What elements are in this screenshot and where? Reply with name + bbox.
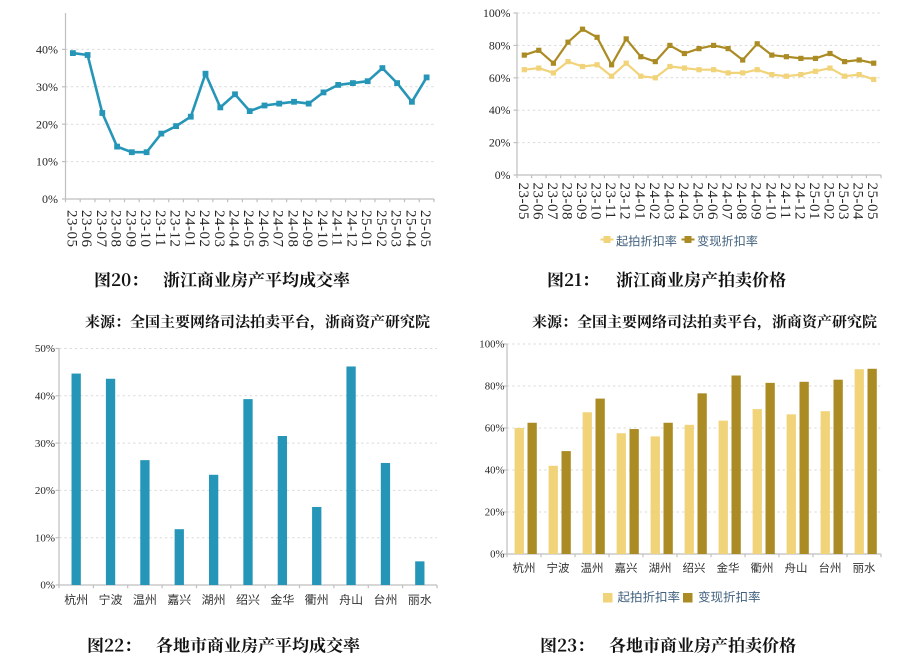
svg-text:0%: 0% — [490, 549, 504, 561]
svg-text:20%: 20% — [485, 507, 505, 519]
svg-text:24-03: 24-03 — [211, 210, 227, 248]
svg-text:25-05: 25-05 — [864, 183, 880, 221]
svg-text:24-09: 24-09 — [299, 210, 315, 248]
svg-text:40%: 40% — [489, 103, 511, 117]
svg-text:24-02: 24-02 — [196, 210, 212, 248]
svg-text:23-08: 23-08 — [559, 183, 575, 221]
svg-text:24-06: 24-06 — [255, 210, 271, 248]
svg-text:25-05: 25-05 — [417, 210, 433, 248]
svg-text:24-10: 24-10 — [762, 183, 778, 221]
svg-text:23-08: 23-08 — [108, 210, 124, 248]
svg-text:80%: 80% — [489, 38, 511, 52]
svg-text:10%: 10% — [35, 532, 55, 544]
svg-text:24-03: 24-03 — [660, 183, 676, 221]
svg-text:24-05: 24-05 — [690, 183, 706, 221]
svg-text:30%: 30% — [36, 80, 58, 94]
svg-text:60%: 60% — [485, 423, 505, 435]
svg-text:23-12: 23-12 — [617, 183, 633, 221]
svg-text:40%: 40% — [36, 43, 58, 57]
svg-text:0%: 0% — [40, 580, 55, 592]
svg-text:25-01: 25-01 — [806, 183, 822, 221]
svg-text:24-01: 24-01 — [631, 183, 647, 221]
svg-text:24-11: 24-11 — [777, 183, 793, 220]
svg-text:25-02: 25-02 — [821, 183, 837, 221]
svg-text:23-06: 23-06 — [529, 183, 545, 221]
svg-text:40%: 40% — [35, 391, 55, 403]
svg-text:24-05: 24-05 — [240, 210, 256, 248]
svg-text:23-12: 23-12 — [167, 210, 183, 248]
svg-text:24-04: 24-04 — [675, 183, 691, 221]
svg-text:24-10: 24-10 — [314, 210, 330, 248]
svg-text:40%: 40% — [485, 465, 505, 477]
svg-text:23-11: 23-11 — [602, 183, 618, 220]
svg-text:25-03: 25-03 — [388, 210, 404, 248]
svg-text:24-04: 24-04 — [226, 210, 242, 248]
svg-text:0%: 0% — [495, 168, 511, 182]
svg-text:20%: 20% — [489, 136, 511, 150]
svg-text:24-01: 24-01 — [181, 210, 197, 248]
svg-text:24-12: 24-12 — [791, 183, 807, 221]
svg-text:23-05: 23-05 — [515, 183, 531, 221]
svg-text:24-08: 24-08 — [285, 210, 301, 248]
svg-text:0%: 0% — [42, 192, 58, 206]
svg-text:23-07: 23-07 — [93, 210, 109, 248]
svg-text:30%: 30% — [35, 438, 55, 450]
svg-text:24-12: 24-12 — [343, 210, 359, 248]
svg-text:80%: 80% — [485, 381, 505, 393]
svg-text:23-05: 23-05 — [63, 210, 79, 248]
svg-text:23-06: 23-06 — [78, 210, 94, 248]
svg-text:23-10: 23-10 — [588, 183, 604, 221]
svg-text:25-03: 25-03 — [835, 183, 851, 221]
svg-text:24-06: 24-06 — [704, 183, 720, 221]
svg-text:24-07: 24-07 — [719, 183, 735, 221]
svg-text:20%: 20% — [35, 485, 55, 497]
svg-text:25-04: 25-04 — [402, 210, 418, 248]
svg-text:24-09: 24-09 — [748, 183, 764, 221]
svg-text:50%: 50% — [35, 343, 55, 355]
svg-text:10%: 10% — [36, 155, 58, 169]
svg-text:60%: 60% — [489, 71, 511, 85]
svg-text:23-09: 23-09 — [122, 210, 138, 248]
svg-text:24-02: 24-02 — [646, 183, 662, 221]
svg-text:24-08: 24-08 — [733, 183, 749, 221]
svg-text:25-02: 25-02 — [373, 210, 389, 248]
svg-text:25-04: 25-04 — [850, 183, 866, 221]
svg-text:100%: 100% — [479, 339, 504, 351]
svg-text:20%: 20% — [36, 117, 58, 131]
svg-text:24-07: 24-07 — [270, 210, 286, 248]
svg-text:23-10: 23-10 — [137, 210, 153, 248]
svg-text:100%: 100% — [483, 6, 511, 20]
svg-text:23-11: 23-11 — [152, 210, 168, 247]
svg-text:25-01: 25-01 — [358, 210, 374, 248]
svg-text:24-11: 24-11 — [329, 210, 345, 247]
svg-text:23-09: 23-09 — [573, 183, 589, 221]
svg-text:23-07: 23-07 — [544, 183, 560, 221]
